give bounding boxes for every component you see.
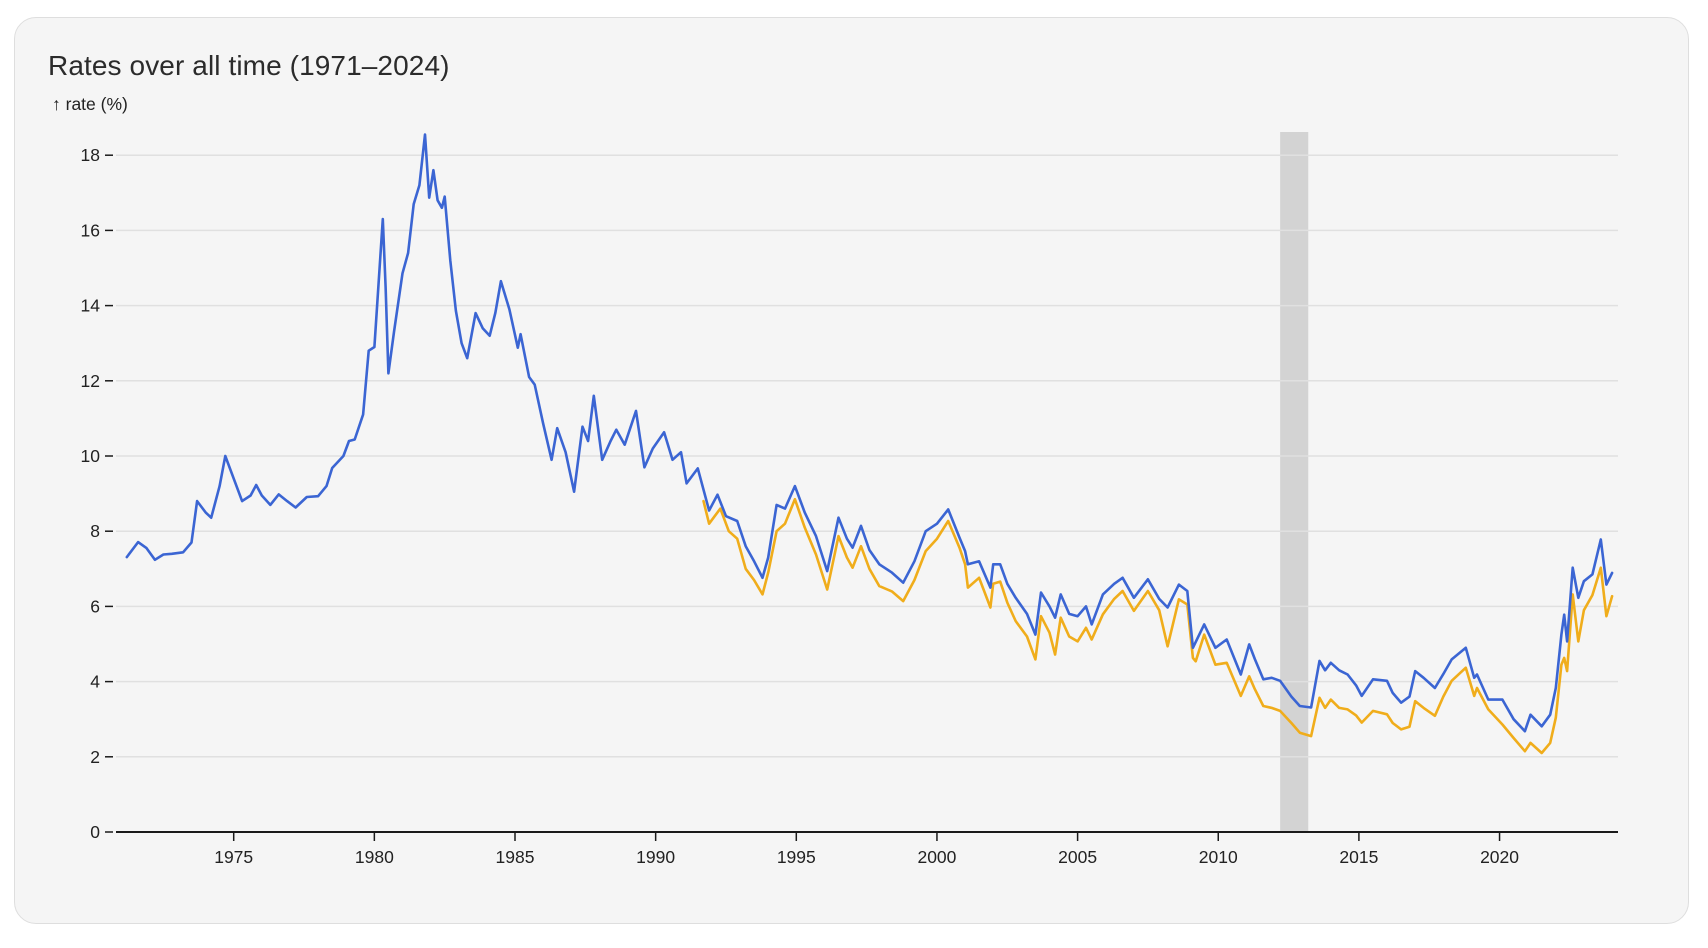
chart-card: [14, 17, 1689, 924]
y-tick-label: 14: [81, 296, 101, 316]
x-tick-label: 2005: [1058, 847, 1097, 867]
x-tick-label: 1985: [496, 847, 535, 867]
x-tick-label: 1995: [777, 847, 816, 867]
y-tick-label: 18: [81, 145, 100, 165]
series-lines: [125, 133, 1614, 755]
y-gridlines: [116, 154, 1618, 758]
y-tick-label: 10: [81, 446, 101, 466]
yellow-series-line: [702, 497, 1614, 755]
x-tick-label: 2015: [1339, 847, 1378, 867]
x-tick-label: 2020: [1480, 847, 1519, 867]
blue-series-line: [125, 133, 1614, 733]
y-tick-label: 8: [90, 521, 100, 541]
x-tick-label: 1980: [355, 847, 394, 867]
y-axis-label: ↑ rate (%): [52, 94, 128, 114]
y-tick-label: 12: [81, 371, 100, 391]
y-axis: 0 2 4 6 8 10 12 14 16 18: [81, 145, 113, 842]
y-tick-label: 6: [90, 596, 100, 616]
x-axis: 1975 1980 1985 1990 1995 2000 2005 2010 2015 2020: [116, 831, 1618, 867]
y-tick-label: 2: [90, 747, 100, 767]
x-tick-label: 2000: [917, 847, 956, 867]
y-tick-label: 0: [90, 822, 100, 842]
y-tick-label: 4: [90, 672, 100, 692]
chart-title: Rates over all time (1971–2024): [48, 50, 450, 81]
x-tick-label: 1975: [214, 847, 253, 867]
x-tick-label: 1990: [636, 847, 675, 867]
x-tick-label: 2010: [1199, 847, 1238, 867]
y-tick-label: 16: [81, 220, 100, 240]
